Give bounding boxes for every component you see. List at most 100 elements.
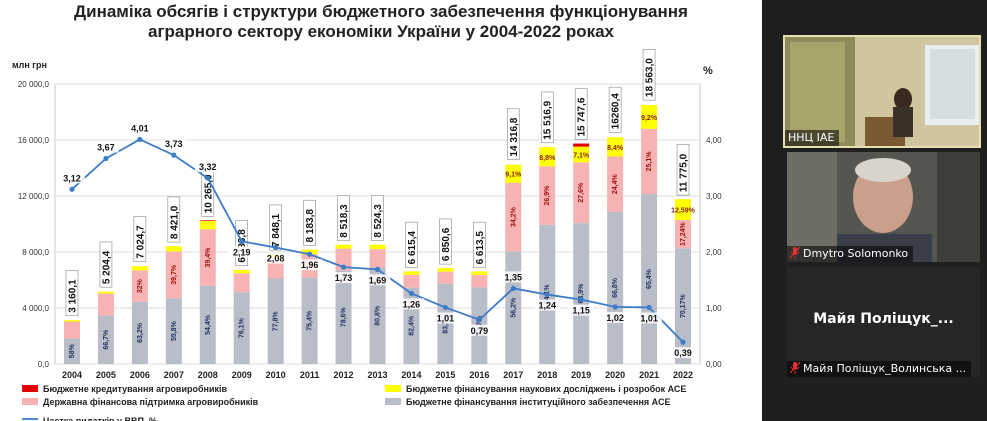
bar-segment bbox=[233, 273, 250, 293]
bar-segment bbox=[199, 229, 216, 286]
share-point-label: 1,69 bbox=[369, 275, 387, 285]
share-point-label: 2,19 bbox=[233, 247, 251, 257]
segment-share-label: 75,4% bbox=[307, 310, 314, 331]
share-point bbox=[69, 186, 75, 192]
total-label-box bbox=[371, 195, 384, 241]
segment-share-label: 65,4% bbox=[646, 268, 653, 289]
bar-segment bbox=[165, 298, 182, 364]
x-tick-label: 2004 bbox=[62, 370, 82, 380]
share-point-label: 3,73 bbox=[165, 139, 183, 149]
segment-share-label: 78,6% bbox=[341, 306, 348, 327]
segment-share-label: 54,4% bbox=[205, 314, 212, 335]
bar-segment bbox=[63, 321, 80, 339]
x-tick-label: 2006 bbox=[130, 370, 150, 380]
participant-name-tag: Майя Поліщук_Волинська ... bbox=[787, 361, 972, 377]
bar-total-label: 10 265,0 bbox=[203, 174, 214, 213]
segment-share-label: 70,17% bbox=[680, 294, 687, 319]
bar-segment bbox=[573, 223, 590, 364]
total-label-box bbox=[439, 218, 452, 265]
bar-segment bbox=[233, 292, 250, 364]
slide-title-line-2: аграрного сектору економіки України у 20… bbox=[147, 22, 615, 41]
y-right-tick-label: 1,00 bbox=[706, 304, 722, 313]
bar-total-label: 3 160,1 bbox=[67, 279, 78, 313]
bar-segment bbox=[675, 248, 692, 364]
bar-total-label: 11 775,0 bbox=[679, 153, 690, 192]
bar-segment bbox=[165, 246, 182, 252]
segment-share-label: 83,7% bbox=[442, 313, 449, 334]
bar-total-label: 5 204,4 bbox=[101, 250, 112, 284]
segment-share-label: 32% bbox=[137, 278, 144, 293]
x-tick-label: 2009 bbox=[232, 370, 252, 380]
bar-segment bbox=[505, 164, 522, 183]
bar-segment bbox=[437, 283, 454, 364]
participant-name-tag: Dmytro Solomonko bbox=[787, 246, 914, 262]
share-point-label: 1,01 bbox=[640, 313, 658, 323]
bar-segment bbox=[97, 291, 114, 294]
share-point-label: 3,12 bbox=[63, 173, 81, 183]
y-left-tick-label: 0,0 bbox=[38, 360, 50, 369]
share-point-label: 1,35 bbox=[505, 272, 523, 282]
bar-segment bbox=[607, 137, 624, 157]
y-left-tick-label: 8 000,0 bbox=[22, 248, 49, 257]
bar-segment bbox=[675, 199, 692, 220]
bar-segment bbox=[335, 270, 352, 364]
bar-segment bbox=[437, 268, 454, 272]
bar-segment bbox=[97, 293, 114, 316]
bar-total-label: 15 747,6 bbox=[577, 97, 588, 136]
total-label-box bbox=[133, 216, 147, 262]
total-label-box bbox=[642, 49, 656, 101]
share-point-label: 3,67 bbox=[97, 142, 115, 152]
share-label-bg bbox=[568, 304, 594, 316]
legend-label: Бюджетне фінансування наукових досліджен… bbox=[406, 384, 686, 394]
y-left-axis-label: млн грн bbox=[12, 60, 47, 70]
share-point-label: 0,79 bbox=[471, 326, 489, 336]
share-point-label: 2,08 bbox=[267, 254, 285, 264]
share-label-bg bbox=[228, 246, 255, 258]
share-point-label: 0,39 bbox=[674, 348, 692, 358]
share-label-bg bbox=[432, 312, 459, 324]
bar-segment bbox=[471, 275, 488, 288]
bar-segment bbox=[641, 128, 658, 195]
bar-segment bbox=[233, 269, 250, 274]
bar-segment bbox=[403, 274, 420, 288]
bar-segment bbox=[267, 278, 284, 364]
participant-display-name: Майя Поліщук_... bbox=[813, 311, 954, 327]
bar-total-label: 7 848,1 bbox=[271, 213, 282, 247]
x-tick-label: 2022 bbox=[673, 370, 693, 380]
share-point-label: 1,96 bbox=[301, 260, 319, 270]
bar-segment bbox=[505, 182, 522, 252]
share-label-bg bbox=[194, 161, 221, 173]
segment-share-label: 82,4% bbox=[408, 315, 415, 336]
x-tick-label: 2008 bbox=[198, 370, 218, 380]
segment-share-label: 66,8% bbox=[612, 277, 619, 298]
segment-share-label: 39,4% bbox=[205, 247, 212, 268]
total-label-box bbox=[574, 88, 588, 140]
bar-total-label: 18 563,0 bbox=[645, 58, 656, 97]
legend-label: Частка видатків у ВВП, % bbox=[43, 416, 157, 421]
x-tick-label: 2017 bbox=[503, 370, 523, 380]
bar-total-label: 7 024,7 bbox=[135, 225, 146, 259]
x-tick-label: 2010 bbox=[266, 370, 286, 380]
share-label-bg bbox=[296, 259, 323, 271]
segment-share-label: 7,1% bbox=[573, 152, 590, 159]
bar-segment bbox=[165, 251, 182, 299]
share-point-label: 4,01 bbox=[131, 123, 149, 133]
legend-swatch bbox=[385, 398, 401, 405]
share-point bbox=[680, 339, 686, 345]
participant-name: Майя Поліщук_Волинська ... bbox=[803, 362, 967, 375]
y-left-tick-label: 16 000,0 bbox=[18, 136, 50, 145]
y-left-tick-label: 20 000,0 bbox=[18, 80, 50, 89]
total-label-box bbox=[473, 221, 486, 268]
share-label-bg bbox=[670, 347, 696, 359]
video-tile-dmytro-solomonko[interactable]: Dmytro Solomonko bbox=[787, 152, 980, 262]
legend-swatch bbox=[385, 385, 401, 392]
bar-total-label: 6 613,5 bbox=[475, 231, 486, 265]
video-tile-maya-polishchuk[interactable]: Майя Поліщук_... Майя Поліщук_Волинська … bbox=[787, 267, 980, 377]
y-left-tick-label: 12 000,0 bbox=[18, 192, 50, 201]
share-point-label: 1,26 bbox=[403, 299, 421, 309]
video-tile-nnc-iae[interactable]: ННЦ IAE bbox=[783, 35, 981, 148]
participant-name: ННЦ IAE bbox=[788, 131, 835, 144]
bar-segment bbox=[369, 249, 386, 268]
x-tick-label: 2021 bbox=[639, 370, 659, 380]
y-right-tick-label: 0,00 bbox=[706, 360, 722, 369]
